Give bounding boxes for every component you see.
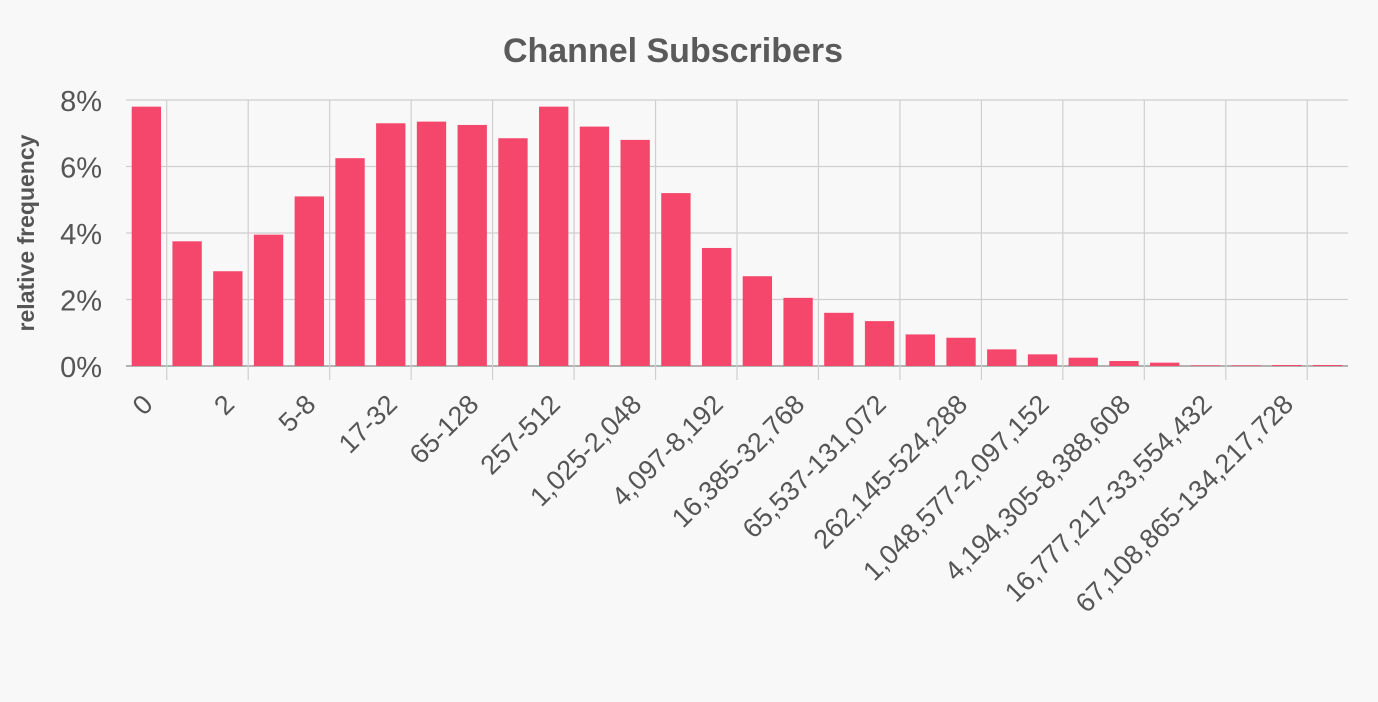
bar — [1312, 365, 1343, 366]
bar — [1231, 365, 1261, 366]
y-tick-label: 2% — [60, 286, 102, 318]
y-axis-label: relative frequency — [13, 134, 39, 331]
bar — [213, 271, 243, 366]
y-tick-label: 6% — [60, 153, 102, 185]
y-tick-label: 8% — [60, 86, 102, 118]
bar — [620, 139, 650, 366]
x-tick-label: 0 — [127, 389, 159, 421]
bar — [987, 349, 1017, 366]
bar — [1027, 354, 1058, 366]
bar — [579, 126, 610, 366]
bar — [457, 124, 487, 366]
x-tick-label: 17-32 — [333, 389, 403, 459]
chart-title: Channel Subscribers — [502, 32, 844, 70]
bar — [335, 158, 365, 366]
x-tick-label: 5-8 — [273, 389, 322, 438]
bar — [1109, 361, 1139, 366]
bar — [946, 337, 976, 366]
bar — [701, 247, 732, 366]
bar — [539, 106, 569, 367]
bar — [661, 193, 691, 366]
bar — [742, 276, 773, 366]
bar — [253, 234, 284, 366]
y-tick-label: 0% — [60, 352, 102, 384]
y-tick-label: 4% — [60, 219, 102, 251]
x-tick-label: 2 — [208, 389, 240, 421]
bar — [824, 312, 854, 366]
bar — [905, 334, 935, 366]
bar — [294, 196, 324, 366]
bar — [1068, 357, 1098, 366]
bar — [1190, 365, 1221, 366]
bar — [416, 121, 447, 366]
bar — [131, 106, 162, 367]
x-tick-label: 262,145-524,288 — [808, 389, 974, 555]
bar — [1150, 362, 1180, 366]
bar — [376, 123, 406, 367]
bar — [783, 297, 813, 366]
x-tick-label: 65,537-131,072 — [737, 389, 892, 544]
bar — [1272, 365, 1302, 366]
bar — [172, 241, 202, 366]
x-tick-label: 65-128 — [404, 389, 485, 470]
bar — [864, 321, 895, 366]
bar — [498, 138, 528, 366]
